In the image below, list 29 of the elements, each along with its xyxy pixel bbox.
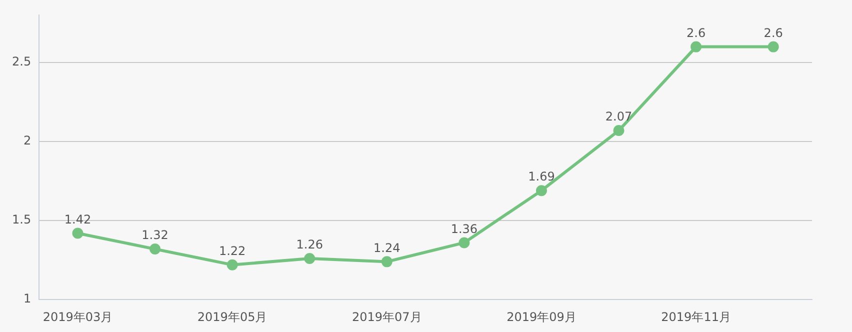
y-tick-label: 2.5 bbox=[12, 54, 32, 69]
x-tick-label: 2019年05月 bbox=[197, 310, 268, 324]
point bbox=[150, 244, 161, 255]
x-tick-label: 2019年09月 bbox=[506, 310, 576, 324]
data-label: 1.69 bbox=[528, 170, 555, 184]
y-tick-label: 2 bbox=[23, 134, 32, 148]
point bbox=[690, 41, 702, 52]
data-label: 1.32 bbox=[142, 228, 168, 242]
data-label: 1.42 bbox=[64, 212, 92, 226]
data-label: 1.22 bbox=[218, 244, 246, 258]
point bbox=[613, 125, 624, 136]
point bbox=[226, 259, 238, 270]
point bbox=[536, 185, 547, 196]
data-label: 1.24 bbox=[374, 240, 400, 255]
point bbox=[304, 253, 316, 264]
point bbox=[458, 237, 470, 248]
point bbox=[72, 228, 84, 239]
y-tick-label: 1.5 bbox=[12, 212, 32, 227]
x-tick-label: 2019年03月 bbox=[42, 310, 113, 324]
point bbox=[381, 256, 392, 268]
y-tick-label: 1 bbox=[23, 292, 32, 306]
data-label: 2.6 bbox=[764, 26, 783, 40]
data-label: 1.36 bbox=[450, 222, 478, 236]
data-label: 1.26 bbox=[296, 238, 323, 252]
x-tick-label: 2019年07月 bbox=[352, 310, 422, 324]
data-label: 2.6 bbox=[686, 26, 706, 40]
point bbox=[768, 41, 779, 52]
data-label: 2.07 bbox=[605, 110, 632, 124]
x-tick-label: 2019年11月 bbox=[661, 310, 731, 324]
